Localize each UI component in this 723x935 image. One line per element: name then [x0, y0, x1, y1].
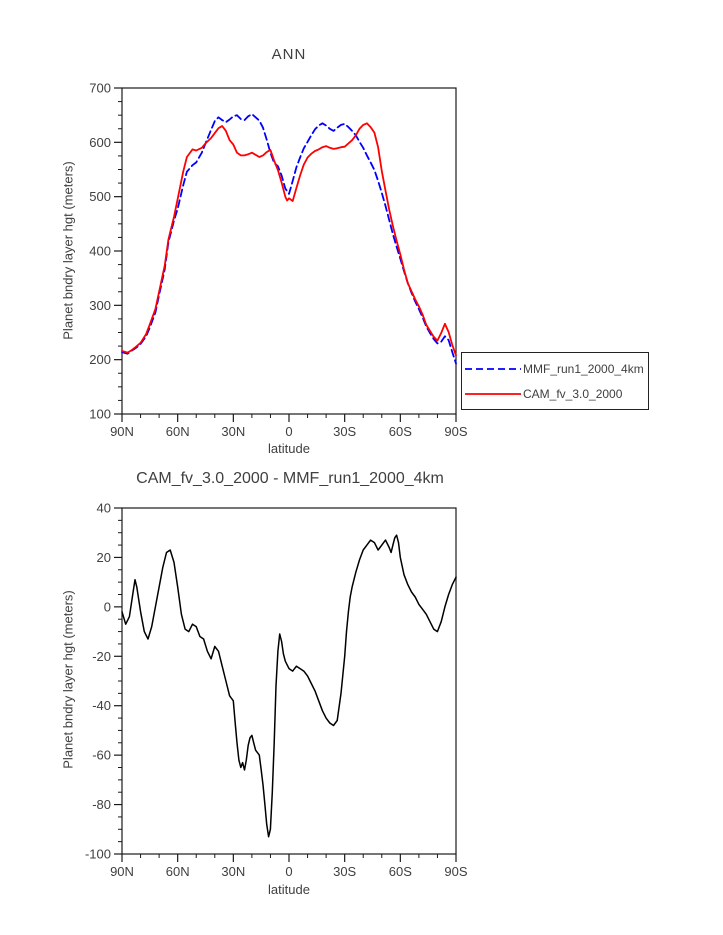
- legend-entry-mmf: MMF_run1_2000_4km: [464, 362, 646, 376]
- x-tick-label: 60N: [166, 424, 190, 439]
- series-line-MMF_run1_2000_4km: [121, 113, 457, 365]
- top-chart-plot: 90N 60N 30N 0 30S 60S 90S 100 200 300 400 500 600 700: [89, 81, 468, 440]
- top-x-axis-label: latitude: [268, 441, 310, 456]
- legend-line-cam-swatch: [465, 392, 521, 395]
- bottom-chart-plot: 90N 60N 30N 0 30S 60S 90S -100 -80 -60 -40 -20 0 20 40: [85, 501, 468, 880]
- x-tick-label: 60S: [389, 864, 412, 879]
- x-tick-label: 90S: [444, 864, 467, 879]
- series-line-difference: [121, 534, 457, 838]
- y-tick-label: 500: [89, 189, 111, 204]
- plot-frame: [121, 87, 457, 415]
- y-tick-label: 700: [89, 81, 111, 96]
- legend-label-cam: CAM_fv_3.0_2000: [523, 386, 623, 401]
- legend-line-mmf-swatch: [465, 367, 521, 370]
- y-tick-label: 20: [97, 550, 111, 565]
- y-tick-label: 0: [104, 599, 111, 614]
- y-tick-label: -80: [92, 797, 111, 812]
- bottom-chart-title: CAM_fv_3.0_2000 - MMF_run1_2000_4km: [136, 470, 444, 487]
- top-chart-title: ANN: [271, 46, 307, 63]
- bottom-x-axis-label: latitude: [268, 882, 310, 897]
- x-tick-label: 0: [285, 424, 292, 439]
- y-tick-label: -100: [85, 847, 111, 862]
- x-tick-label: 30S: [333, 424, 356, 439]
- y-tick-label: -20: [92, 649, 111, 664]
- plot-frame: [121, 507, 457, 855]
- y-tick-label: 600: [89, 135, 111, 150]
- x-tick-label: 30S: [333, 864, 356, 879]
- y-tick-label: 300: [89, 298, 111, 313]
- y-tick-label: 400: [89, 244, 111, 259]
- y-tick-label: -60: [92, 748, 111, 763]
- y-tick-label: -40: [92, 698, 111, 713]
- x-tick-label: 30N: [221, 864, 245, 879]
- x-tick-label: 60S: [389, 424, 412, 439]
- x-tick-label: 30N: [221, 424, 245, 439]
- y-tick-label: 40: [97, 501, 111, 516]
- legend-entry-cam: CAM_fv_3.0_2000: [464, 387, 646, 401]
- y-tick-label: 200: [89, 352, 111, 367]
- x-tick-label: 60N: [166, 864, 190, 879]
- chart-legend: MMF_run1_2000_4km CAM_fv_3.0_2000: [461, 352, 649, 410]
- y-tick-label: 100: [89, 407, 111, 422]
- x-tick-label: 90N: [110, 864, 134, 879]
- legend-label-mmf: MMF_run1_2000_4km: [523, 361, 644, 376]
- x-tick-label: 90N: [110, 424, 134, 439]
- x-tick-label: 90S: [444, 424, 467, 439]
- x-tick-label: 0: [285, 864, 292, 879]
- series-line-CAM_fv_3.0_2000: [121, 122, 457, 357]
